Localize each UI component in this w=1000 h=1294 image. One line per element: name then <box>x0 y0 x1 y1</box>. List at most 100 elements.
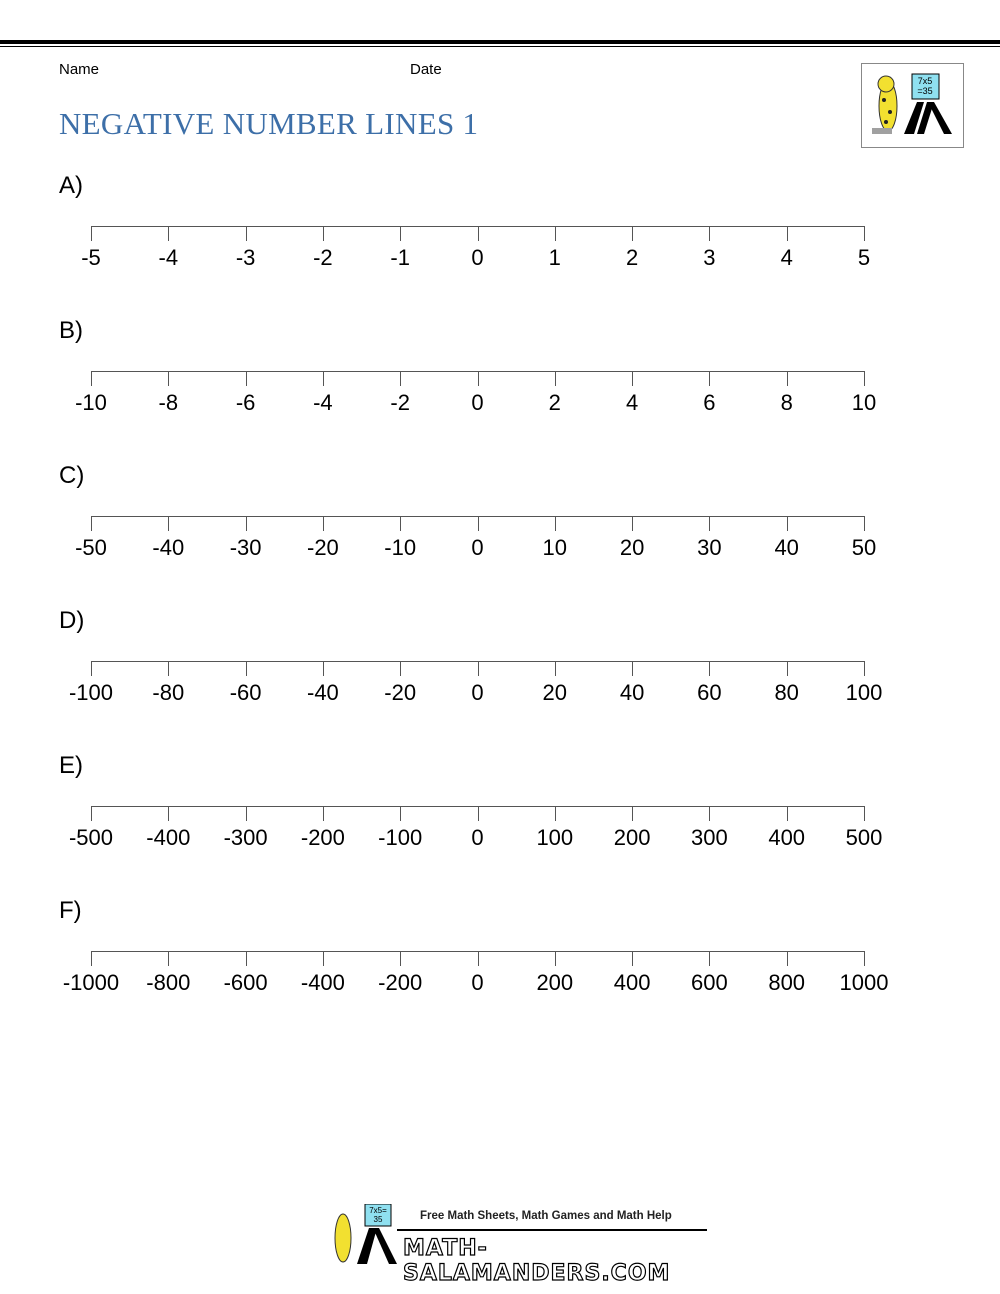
tick-label: 20 <box>542 680 568 705</box>
tick-label: 1000 <box>839 970 889 995</box>
tick-mark <box>245 516 247 531</box>
tick-mark <box>168 951 170 966</box>
tick-mark <box>91 951 92 966</box>
tick-label: -100 <box>68 680 114 705</box>
tick-label: 6 <box>703 390 716 415</box>
tick-mark <box>400 226 402 241</box>
date-label: Date <box>410 61 442 78</box>
top-rule-thin <box>0 46 1000 47</box>
tick-mark <box>786 951 788 966</box>
tick-mark <box>91 516 92 531</box>
tick-label: 400 <box>768 825 806 850</box>
tick-label: -6 <box>235 390 256 415</box>
tick-mark <box>554 661 556 676</box>
tick-mark <box>91 661 92 676</box>
tick-mark <box>245 951 247 966</box>
tick-mark <box>322 661 324 676</box>
tick-label: -4 <box>313 390 333 415</box>
tick-mark <box>322 806 324 821</box>
tick-label: 400 <box>613 970 651 995</box>
tick-mark <box>864 661 865 676</box>
tick-mark <box>554 226 556 241</box>
tick-label: 4 <box>780 245 793 270</box>
tick-mark <box>632 806 634 821</box>
top-rule <box>0 40 1000 44</box>
tick-mark <box>864 371 865 386</box>
tick-label: -8 <box>158 390 179 415</box>
tick-label: -2 <box>313 245 333 270</box>
tick-label: 200 <box>536 970 574 995</box>
footer-tagline: Free Math Sheets, Math Games and Math He… <box>420 1210 672 1222</box>
tick-label: 50 <box>851 535 877 560</box>
tick-label: 5 <box>857 245 871 270</box>
tick-mark <box>477 516 479 531</box>
salamander-logo: 7x5 =35 <box>861 63 964 148</box>
tick-label: -60 <box>229 680 262 705</box>
tick-label: -800 <box>146 970 191 995</box>
tick-mark <box>786 371 788 386</box>
tick-label: -1000 <box>62 970 120 995</box>
tick-label: 0 <box>471 535 484 560</box>
tick-mark <box>400 516 402 531</box>
footer-rule <box>397 1229 707 1231</box>
tick-mark <box>477 951 479 966</box>
tick-label: 1 <box>548 245 561 270</box>
tick-mark <box>322 516 324 531</box>
svg-text:7x5=: 7x5= <box>369 1206 387 1215</box>
tick-label: 20 <box>619 535 645 560</box>
tick-label: 0 <box>471 825 484 850</box>
question-label: E) <box>59 752 83 779</box>
tick-mark <box>864 951 865 966</box>
tick-mark <box>477 661 479 676</box>
tick-label: 80 <box>774 680 799 705</box>
tick-label: 200 <box>613 825 651 850</box>
tick-label: 30 <box>697 535 722 560</box>
tick-label: -300 <box>223 825 268 850</box>
tick-mark <box>554 371 556 386</box>
tick-mark <box>709 806 711 821</box>
svg-text:7x5: 7x5 <box>918 76 933 86</box>
name-label: Name <box>59 61 100 78</box>
tick-mark <box>477 371 479 386</box>
tick-mark <box>786 226 788 241</box>
tick-mark <box>322 371 324 386</box>
tick-mark <box>400 951 402 966</box>
tick-label: 0 <box>471 245 484 270</box>
tick-mark <box>245 661 247 676</box>
tick-label: -10 <box>384 535 417 560</box>
tick-label: -200 <box>378 970 423 995</box>
tick-label: 60 <box>697 680 722 705</box>
tick-mark <box>709 226 711 241</box>
tick-label: -10 <box>75 390 107 415</box>
tick-mark <box>632 226 634 241</box>
tick-label: 4 <box>625 390 639 415</box>
tick-mark <box>91 806 92 821</box>
tick-mark <box>400 661 402 676</box>
tick-mark <box>632 951 634 966</box>
tick-mark <box>168 516 170 531</box>
tick-mark <box>400 371 402 386</box>
tick-mark <box>91 226 92 241</box>
tick-mark <box>786 661 788 676</box>
tick-label: -200 <box>300 825 345 850</box>
tick-label: -40 <box>152 535 185 560</box>
tick-label: -500 <box>68 825 114 850</box>
tick-label: 2 <box>625 245 639 270</box>
svg-text:35: 35 <box>374 1215 383 1224</box>
tick-mark <box>91 371 92 386</box>
tick-mark <box>168 371 170 386</box>
footer-site-name: MATH-SALAMANDERS.COM <box>402 1235 671 1286</box>
tick-label: -400 <box>300 970 345 995</box>
tick-mark <box>322 226 324 241</box>
tick-mark <box>168 661 170 676</box>
tick-label: -4 <box>158 245 179 270</box>
tick-label: -3 <box>235 245 256 270</box>
tick-label: -20 <box>384 680 417 705</box>
tick-mark <box>477 806 479 821</box>
tick-label: -80 <box>152 680 185 705</box>
tick-mark <box>245 806 247 821</box>
tick-mark <box>632 661 634 676</box>
tick-mark <box>786 806 788 821</box>
tick-label: 0 <box>471 680 484 705</box>
